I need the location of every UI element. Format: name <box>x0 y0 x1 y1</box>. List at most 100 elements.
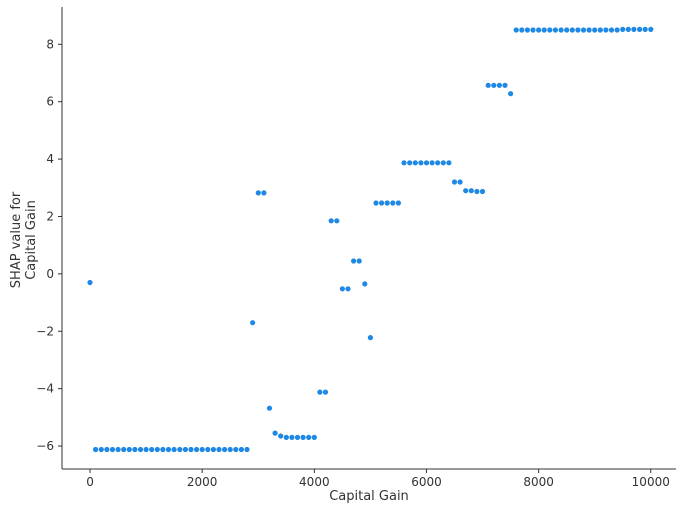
y-tick-label: −4 <box>36 382 54 396</box>
y-axis-title-line-2: Capital Gain <box>24 200 39 280</box>
y-tick-label: 2 <box>46 209 54 223</box>
data-point <box>334 218 340 224</box>
data-point <box>508 91 514 97</box>
data-point <box>272 430 278 436</box>
data-point <box>530 27 536 33</box>
data-point <box>289 434 295 440</box>
x-ticks: 0 2000 4000 6000 8000 10000 <box>86 469 670 489</box>
x-tick-label: 0 <box>86 475 94 489</box>
data-point <box>401 160 407 166</box>
x-axis-title: Capital Gain <box>329 489 409 504</box>
data-point <box>418 160 424 166</box>
y-tick-label: 8 <box>46 37 54 51</box>
data-point <box>384 200 390 206</box>
data-point <box>317 389 323 395</box>
data-point <box>390 200 396 206</box>
data-point <box>216 446 222 453</box>
data-point <box>205 446 211 453</box>
data-point <box>637 26 643 32</box>
data-point <box>160 446 166 453</box>
data-point <box>446 160 452 166</box>
data-point <box>575 27 581 33</box>
data-point <box>519 27 525 33</box>
x-tick-label: 6000 <box>411 475 442 489</box>
data-point <box>479 188 486 195</box>
data-point <box>300 434 306 440</box>
x-tick-label: 2000 <box>187 475 218 489</box>
data-point <box>558 27 564 33</box>
data-point <box>603 27 609 33</box>
data-point <box>440 160 446 166</box>
data-point <box>463 188 469 194</box>
data-point <box>266 405 273 411</box>
data-point <box>642 26 648 32</box>
data-point <box>373 200 379 206</box>
data-point <box>625 26 631 32</box>
data-point <box>536 27 542 33</box>
points-layer <box>87 26 654 453</box>
data-point <box>586 27 592 33</box>
data-point <box>109 446 116 453</box>
data-point <box>491 82 497 88</box>
data-point <box>132 446 138 453</box>
data-point <box>541 27 547 33</box>
y-tick-label: 6 <box>46 95 54 109</box>
data-point <box>513 27 519 33</box>
data-point <box>451 179 458 185</box>
data-point <box>137 446 144 453</box>
data-point <box>238 446 244 453</box>
data-point <box>199 446 205 453</box>
data-point <box>502 82 508 88</box>
data-point <box>362 281 368 287</box>
y-axis-title: SHAP value for Capital Gain <box>9 191 39 288</box>
data-point <box>620 26 626 32</box>
data-point <box>222 446 228 453</box>
data-point <box>250 320 256 326</box>
data-point <box>328 218 334 224</box>
data-point <box>351 258 357 264</box>
data-point <box>126 446 132 453</box>
data-point <box>429 160 435 166</box>
data-point <box>210 446 216 453</box>
data-point <box>631 26 637 32</box>
data-point <box>188 446 194 453</box>
data-point <box>311 434 317 440</box>
data-point <box>339 286 345 292</box>
data-point <box>457 179 463 185</box>
data-point <box>597 27 603 33</box>
data-point <box>474 188 480 195</box>
data-point <box>294 434 301 440</box>
y-axis-title-line-1: SHAP value for <box>9 191 24 288</box>
y-tick-label: 0 <box>46 267 54 281</box>
data-point <box>608 27 615 33</box>
data-point <box>614 27 620 33</box>
data-point <box>121 446 127 453</box>
data-point <box>564 27 570 33</box>
data-point <box>423 160 430 166</box>
data-point <box>367 335 373 341</box>
x-tick-label: 4000 <box>299 475 330 489</box>
data-point <box>468 188 474 194</box>
data-point <box>93 446 99 453</box>
y-ticks: −6 −4 −2 0 2 4 6 8 <box>36 37 62 453</box>
data-point <box>592 27 598 33</box>
data-point <box>547 27 553 33</box>
data-point <box>261 190 267 196</box>
data-point <box>283 434 289 440</box>
data-point <box>182 446 188 453</box>
data-point <box>485 82 491 88</box>
data-point <box>552 27 559 33</box>
data-point <box>648 26 654 32</box>
data-point <box>87 279 93 286</box>
data-point <box>379 200 385 206</box>
data-point <box>177 446 183 453</box>
x-tick-label: 8000 <box>523 475 554 489</box>
data-point <box>244 446 250 453</box>
data-point <box>345 286 351 292</box>
data-point <box>356 258 362 264</box>
data-point <box>569 27 575 33</box>
data-point <box>435 160 441 166</box>
data-point <box>322 389 329 395</box>
data-point <box>149 446 155 453</box>
